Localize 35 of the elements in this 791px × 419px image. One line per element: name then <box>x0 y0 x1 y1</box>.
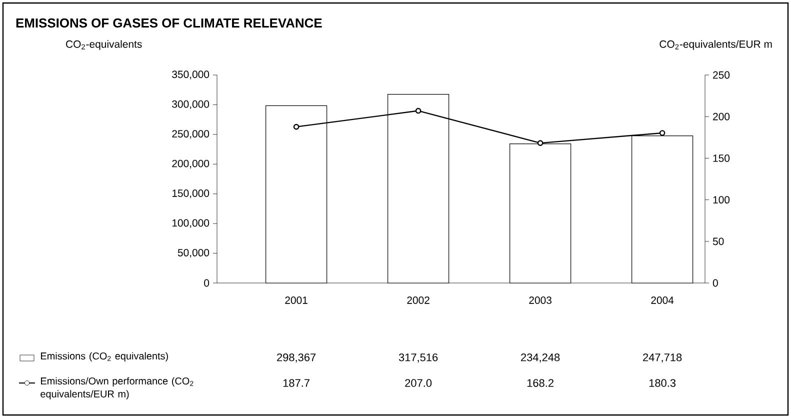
x-tick-label: 2003 <box>529 296 552 304</box>
y-tick-label: 200,000 <box>172 160 210 168</box>
data-label: 187.7 <box>283 379 310 387</box>
data-label: 207.0 <box>405 379 432 387</box>
x-tick-label: 2001 <box>285 296 308 304</box>
text: Emissions/Own performance (CO$_{2}$ equivalents/EUR m) <box>40 377 194 400</box>
y-tick-label: 150,000 <box>172 190 210 198</box>
point <box>415 108 422 114</box>
y2-tick-label: 50 <box>712 238 724 246</box>
x-tick-label: 2002 <box>407 296 430 304</box>
y-tick-label: 100,000 <box>172 219 210 228</box>
y-axis-title: CO$_{2}$-equivalents <box>66 40 142 50</box>
point <box>537 140 544 146</box>
y2-tick-label: 200 <box>713 112 730 120</box>
y-tick-label: 0 <box>204 279 210 287</box>
y2-tick-label: 150 <box>713 154 730 162</box>
data-label: 234,248 <box>521 353 560 363</box>
y2-tick-label: 0 <box>712 279 718 287</box>
legend-label: Emissions (CO$_{2}$ equivalents) <box>41 352 168 362</box>
y-tick-label: 350,000 <box>172 70 210 80</box>
y-tick-label: 300,000 <box>172 100 210 110</box>
chart-title: EMISSIONS OF GASES OF CLIMATE RELEVANCE <box>16 18 322 28</box>
y2-tick-label: 100 <box>713 196 730 204</box>
data-label: 298,367 <box>277 353 316 363</box>
y-tick-label: 250,000 <box>172 130 210 139</box>
y-tick-label: 50,000 <box>178 248 210 258</box>
data-label: 247,718 <box>643 353 682 363</box>
data-label: 317,516 <box>398 353 438 363</box>
data-label: 168.2 <box>527 379 554 387</box>
y2-tick-label: 250 <box>713 71 730 79</box>
y2-axis-title: CO$_{2}$-equivalents/EUR m <box>660 40 772 50</box>
point <box>293 124 300 130</box>
x-tick-label: 2004 <box>651 296 674 304</box>
point <box>659 130 666 136</box>
data-label: 180.3 <box>649 379 676 387</box>
